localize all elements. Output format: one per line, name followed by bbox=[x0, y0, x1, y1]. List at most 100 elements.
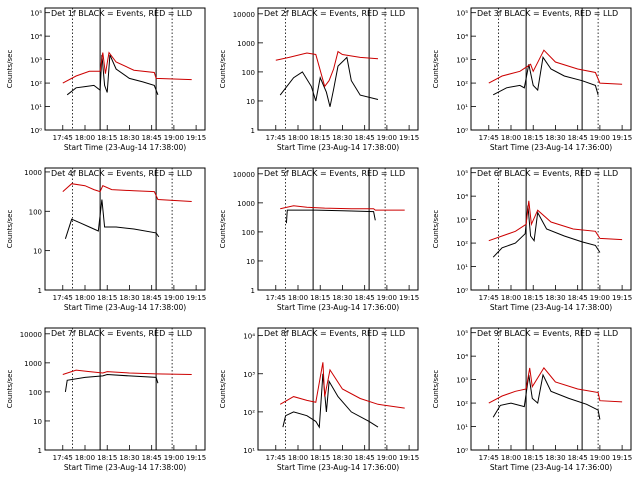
lld-series-line bbox=[62, 369, 192, 375]
events-series-line bbox=[285, 209, 376, 224]
x-tick-label: 19:00 bbox=[590, 454, 610, 462]
x-tick-label: 19:00 bbox=[590, 294, 610, 302]
y-tick-label: 10² bbox=[456, 240, 468, 248]
y-tick-label: 10² bbox=[243, 409, 255, 417]
x-tick-label: 18:15 bbox=[97, 454, 117, 462]
y-tick-label: 10³ bbox=[243, 371, 255, 379]
x-tick-label: 18:45 bbox=[142, 454, 162, 462]
events-series-line bbox=[492, 55, 599, 96]
events-series-line bbox=[64, 199, 160, 239]
x-axis-label: Start Time (23-Aug-14 17:36:00) bbox=[490, 143, 612, 152]
y-tick-label: 10⁴ bbox=[456, 193, 468, 201]
y-tick-label: 10000 bbox=[20, 331, 42, 339]
x-tick-label: 18:30 bbox=[119, 454, 139, 462]
y-tick-label: 10⁴ bbox=[243, 333, 255, 341]
y-tick-label: 10⁵ bbox=[456, 10, 468, 18]
plot-panel-8: Det 8f BLACK = Events, RED = LLD Counts/s… bbox=[219, 327, 419, 472]
x-tick-label: 18:30 bbox=[332, 294, 352, 302]
plot-panel-5: Det 5f BLACK = Events, RED = LLD Counts/s… bbox=[219, 167, 419, 312]
y-tick-label: 10⁵ bbox=[30, 10, 42, 18]
x-tick-label: 18:00 bbox=[75, 454, 95, 462]
x-tick-label: 17:45 bbox=[479, 294, 499, 302]
y-tick-label: 1000 bbox=[237, 40, 255, 48]
y-tick-label: 10000 bbox=[233, 11, 255, 19]
x-tick-label: 18:00 bbox=[75, 294, 95, 302]
x-tick-label: 17:45 bbox=[53, 294, 73, 302]
x-tick-label: 18:45 bbox=[355, 454, 375, 462]
plot-frame bbox=[44, 167, 206, 291]
y-axis-label: Counts/sec bbox=[219, 370, 227, 409]
y-axis-label: Counts/sec bbox=[432, 210, 440, 249]
events-series-line bbox=[492, 373, 601, 420]
plot-title: Det 8f BLACK = Events, RED = LLD bbox=[264, 329, 405, 338]
x-tick-label: 18:00 bbox=[501, 454, 521, 462]
x-tick-label: 19:15 bbox=[399, 134, 419, 142]
y-tick-label: 10000 bbox=[233, 171, 255, 179]
x-axis-label: Start Time (23-Aug-14 17:38:00) bbox=[64, 143, 186, 152]
x-tick-label: 18:30 bbox=[332, 134, 352, 142]
x-axis-label: Start Time (23-Aug-14 17:36:00) bbox=[277, 303, 399, 312]
y-tick-label: 10¹ bbox=[243, 447, 255, 455]
x-tick-label: 18:45 bbox=[142, 134, 162, 142]
plot-panel-4: Det 4f BLACK = Events, RED = LLD Counts/s… bbox=[6, 167, 206, 312]
x-tick-label: 17:45 bbox=[266, 294, 286, 302]
x-tick-label: 19:15 bbox=[186, 134, 206, 142]
y-tick-label: 1000 bbox=[24, 169, 42, 177]
events-series-line bbox=[279, 56, 379, 107]
x-tick-label: 19:15 bbox=[612, 294, 632, 302]
lld-series-line bbox=[62, 51, 192, 84]
plot-frame bbox=[44, 327, 206, 451]
plot-frame bbox=[470, 7, 632, 131]
x-tick-label: 18:15 bbox=[310, 134, 330, 142]
x-tick-label: 18:30 bbox=[545, 454, 565, 462]
y-tick-label: 1 bbox=[251, 287, 255, 295]
x-axis-label: Start Time (23-Aug-14 17:36:00) bbox=[277, 463, 399, 472]
x-tick-label: 18:30 bbox=[545, 294, 565, 302]
y-tick-label: 10¹ bbox=[456, 264, 468, 272]
lld-series-line bbox=[62, 183, 192, 202]
y-tick-label: 10 bbox=[246, 258, 255, 266]
lld-series-line bbox=[280, 205, 405, 211]
y-tick-label: 1000 bbox=[237, 200, 255, 208]
y-axis-label: Counts/sec bbox=[6, 370, 14, 409]
x-axis-label: Start Time (23-Aug-14 17:38:00) bbox=[277, 143, 399, 152]
events-series-line bbox=[282, 373, 379, 429]
x-axis-label: Start Time (23-Aug-14 17:38:00) bbox=[490, 303, 612, 312]
y-tick-label: 10⁰ bbox=[456, 287, 468, 295]
x-tick-label: 19:15 bbox=[186, 454, 206, 462]
plot-panel-1: Det 1f BLACK = Events, RED = LLD Counts/s… bbox=[6, 7, 206, 152]
y-tick-label: 10⁴ bbox=[456, 33, 468, 41]
x-tick-label: 18:15 bbox=[523, 134, 543, 142]
x-tick-label: 18:00 bbox=[288, 454, 308, 462]
plot-title: Det 1f BLACK = Events, RED = LLD bbox=[51, 9, 192, 18]
plot-panel-3: Det 3f BLACK = Events, RED = LLD Counts/s… bbox=[432, 7, 632, 152]
x-tick-label: 18:00 bbox=[75, 134, 95, 142]
lld-series-line bbox=[275, 50, 379, 88]
y-tick-label: 10³ bbox=[456, 217, 468, 225]
plot-panel-2: Det 2f BLACK = Events, RED = LLD Counts/s… bbox=[219, 7, 419, 152]
y-tick-label: 1 bbox=[251, 127, 255, 135]
y-tick-label: 10¹ bbox=[456, 424, 468, 432]
x-tick-label: 19:15 bbox=[612, 134, 632, 142]
plot-title: Det 9f BLACK = Events, RED = LLD bbox=[477, 329, 618, 338]
x-tick-label: 18:15 bbox=[310, 294, 330, 302]
x-tick-label: 17:45 bbox=[479, 454, 499, 462]
plot-title: Det 7f BLACK = Events, RED = LLD bbox=[51, 329, 192, 338]
x-tick-label: 19:00 bbox=[377, 294, 397, 302]
x-axis-label: Start Time (23-Aug-14 17:38:00) bbox=[64, 303, 186, 312]
x-tick-label: 18:15 bbox=[523, 294, 543, 302]
y-axis-label: Counts/sec bbox=[6, 210, 14, 249]
x-tick-label: 19:00 bbox=[377, 134, 397, 142]
x-tick-label: 17:45 bbox=[266, 454, 286, 462]
x-tick-label: 18:45 bbox=[568, 294, 588, 302]
x-tick-label: 18:00 bbox=[288, 294, 308, 302]
x-tick-label: 17:45 bbox=[266, 134, 286, 142]
y-tick-label: 10³ bbox=[456, 57, 468, 65]
x-tick-label: 18:30 bbox=[332, 454, 352, 462]
x-axis-label: Start Time (23-Aug-14 17:38:00) bbox=[64, 463, 186, 472]
x-tick-label: 18:00 bbox=[288, 134, 308, 142]
x-tick-label: 17:45 bbox=[53, 134, 73, 142]
plot-title: Det 5f BLACK = Events, RED = LLD bbox=[264, 169, 405, 178]
x-tick-label: 19:15 bbox=[399, 454, 419, 462]
x-tick-label: 18:45 bbox=[568, 134, 588, 142]
